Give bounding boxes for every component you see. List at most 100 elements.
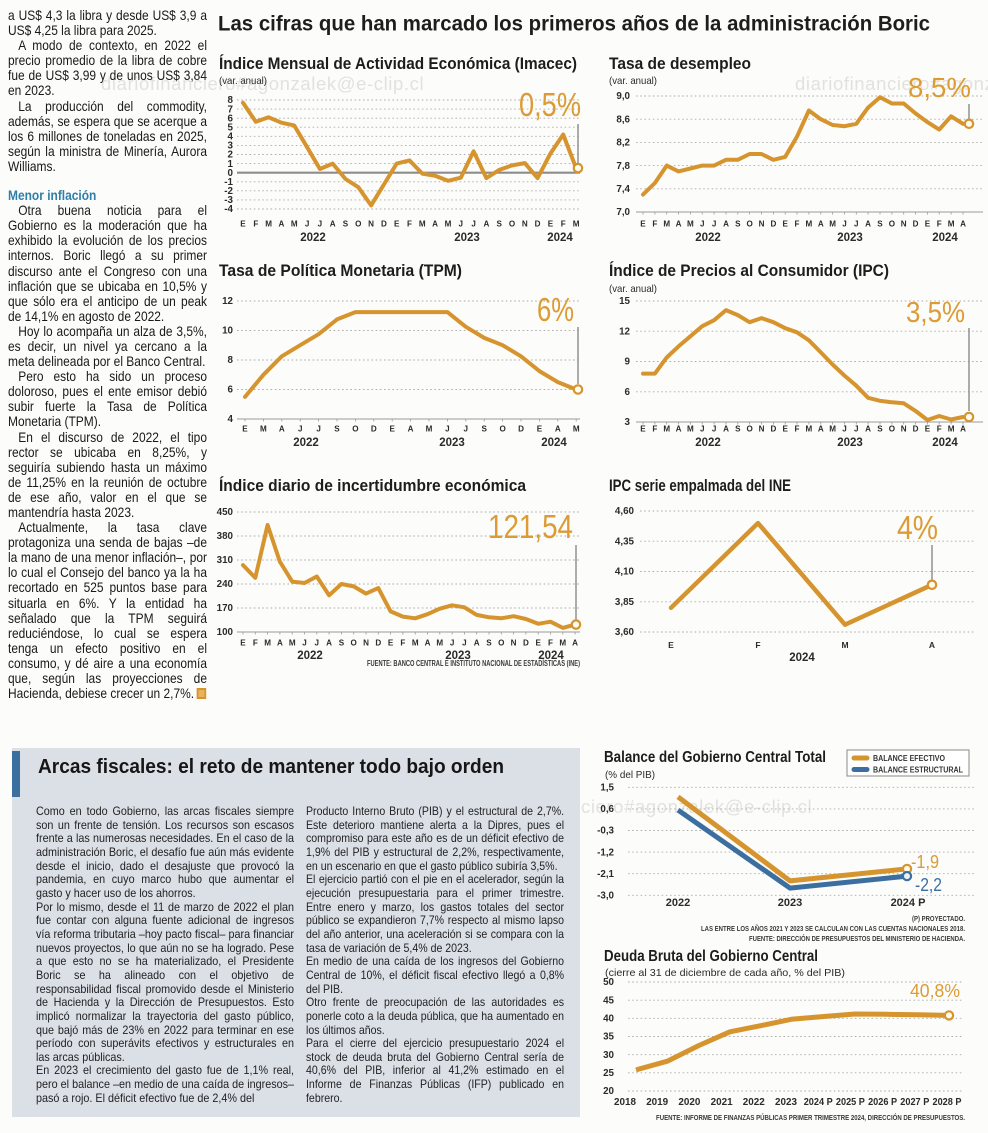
svg-text:170: 170 bbox=[217, 603, 234, 614]
svg-text:20: 20 bbox=[603, 1086, 614, 1097]
svg-text:8,2: 8,2 bbox=[616, 138, 630, 149]
svg-text:BALANCE EFECTIVO: BALANCE EFECTIVO bbox=[873, 754, 945, 763]
svg-text:S: S bbox=[877, 220, 883, 229]
svg-text:J: J bbox=[298, 425, 303, 434]
svg-text:-1,9: -1,9 bbox=[911, 852, 939, 872]
svg-text:2024 P: 2024 P bbox=[804, 1097, 833, 1108]
svg-text:M: M bbox=[264, 639, 271, 648]
svg-text:A: A bbox=[555, 425, 561, 434]
svg-text:Índice Mensual de Actividad Ec: Índice Mensual de Actividad Económica (I… bbox=[219, 54, 577, 73]
svg-text:S: S bbox=[496, 220, 502, 229]
svg-text:-3,0: -3,0 bbox=[597, 891, 614, 902]
svg-text:7: 7 bbox=[228, 104, 234, 115]
svg-text:S: S bbox=[343, 220, 349, 229]
svg-text:A: A bbox=[723, 425, 729, 434]
svg-text:F: F bbox=[253, 220, 258, 229]
svg-text:2023: 2023 bbox=[837, 232, 863, 244]
svg-text:E: E bbox=[668, 640, 674, 650]
svg-text:2022: 2022 bbox=[666, 897, 690, 909]
svg-text:A: A bbox=[865, 425, 871, 434]
svg-text:1: 1 bbox=[228, 159, 234, 170]
svg-text:Índice de Precios al Consumido: Índice de Precios al Consumidor (IPC) bbox=[609, 261, 889, 280]
svg-text:380: 380 bbox=[217, 531, 234, 542]
svg-text:M: M bbox=[559, 639, 566, 648]
svg-text:FUENTE: INFORME DE FINANZAS PÚ: FUENTE: INFORME DE FINANZAS PÚBLICAS PRI… bbox=[656, 1113, 965, 1122]
svg-text:2028 P: 2028 P bbox=[933, 1097, 962, 1108]
svg-text:A: A bbox=[483, 220, 489, 229]
svg-text:310: 310 bbox=[217, 555, 234, 566]
svg-text:F: F bbox=[755, 640, 760, 650]
svg-text:3,5%: 3,5% bbox=[906, 297, 965, 329]
svg-text:M: M bbox=[445, 220, 452, 229]
svg-text:A: A bbox=[723, 220, 729, 229]
svg-text:A: A bbox=[408, 425, 414, 434]
svg-text:D: D bbox=[913, 425, 919, 434]
svg-text:2022: 2022 bbox=[293, 437, 319, 449]
svg-text:A: A bbox=[960, 220, 966, 229]
svg-text:Tasa de Política Monetaria (TP: Tasa de Política Monetaria (TPM) bbox=[219, 262, 462, 280]
svg-text:O: O bbox=[499, 425, 505, 434]
svg-text:Las cifras que han marcado los: Las cifras que han marcado los primeros … bbox=[218, 12, 930, 36]
svg-text:O: O bbox=[351, 639, 357, 648]
svg-text:FUENTE: BANCO CENTRAL E INSTIT: FUENTE: BANCO CENTRAL E INSTITUTO NACION… bbox=[367, 659, 580, 668]
svg-text:3,60: 3,60 bbox=[615, 627, 635, 638]
svg-text:S: S bbox=[486, 639, 492, 648]
svg-text:12: 12 bbox=[222, 296, 233, 307]
svg-text:D: D bbox=[518, 425, 524, 434]
svg-text:4: 4 bbox=[228, 414, 234, 425]
svg-text:F: F bbox=[253, 639, 258, 648]
svg-text:J: J bbox=[459, 220, 464, 229]
svg-text:A: A bbox=[676, 220, 682, 229]
svg-text:E: E bbox=[242, 425, 248, 434]
svg-text:E: E bbox=[548, 220, 554, 229]
svg-text:J: J bbox=[462, 639, 467, 648]
svg-text:Tasa de desempleo: Tasa de desempleo bbox=[609, 55, 751, 73]
svg-text:8,6: 8,6 bbox=[616, 114, 630, 125]
svg-text:M: M bbox=[948, 220, 955, 229]
svg-text:2024: 2024 bbox=[541, 437, 567, 449]
svg-text:E: E bbox=[388, 639, 394, 648]
svg-text:N: N bbox=[363, 639, 369, 648]
svg-text:O: O bbox=[352, 425, 358, 434]
svg-text:M: M bbox=[663, 220, 670, 229]
svg-text:J: J bbox=[854, 220, 859, 229]
svg-text:J: J bbox=[464, 425, 469, 434]
svg-text:E: E bbox=[537, 425, 543, 434]
svg-text:2022: 2022 bbox=[743, 1097, 765, 1108]
svg-text:E: E bbox=[389, 425, 395, 434]
svg-text:E: E bbox=[240, 639, 246, 648]
svg-text:-0,3: -0,3 bbox=[597, 826, 614, 837]
svg-text:IPC serie empalmada del INE: IPC serie empalmada del INE bbox=[609, 477, 791, 495]
svg-text:E: E bbox=[925, 220, 931, 229]
svg-text:F: F bbox=[795, 425, 800, 434]
svg-text:A: A bbox=[277, 639, 283, 648]
svg-text:D: D bbox=[523, 639, 529, 648]
svg-text:7,0: 7,0 bbox=[616, 207, 630, 218]
svg-text:-2,2: -2,2 bbox=[915, 875, 942, 895]
svg-text:2024: 2024 bbox=[932, 437, 958, 449]
svg-text:A: A bbox=[326, 639, 332, 648]
svg-text:2026 P: 2026 P bbox=[868, 1097, 897, 1108]
svg-text:4: 4 bbox=[228, 132, 234, 143]
svg-text:J: J bbox=[302, 639, 307, 648]
svg-text:2022: 2022 bbox=[695, 232, 721, 244]
svg-text:O: O bbox=[889, 220, 895, 229]
svg-text:O: O bbox=[746, 425, 752, 434]
svg-text:1,5: 1,5 bbox=[600, 783, 614, 794]
svg-text:S: S bbox=[735, 425, 741, 434]
svg-text:8,5%: 8,5% bbox=[908, 72, 971, 103]
svg-text:A: A bbox=[474, 639, 480, 648]
svg-text:F: F bbox=[548, 639, 553, 648]
svg-text:M: M bbox=[573, 425, 580, 434]
svg-text:2: 2 bbox=[228, 150, 234, 161]
svg-text:2022: 2022 bbox=[300, 232, 326, 244]
svg-text:A: A bbox=[676, 425, 682, 434]
svg-text:D: D bbox=[770, 425, 776, 434]
svg-text:M: M bbox=[806, 425, 813, 434]
svg-text:4,60: 4,60 bbox=[615, 506, 635, 517]
svg-text:50: 50 bbox=[603, 977, 614, 988]
svg-text:2022: 2022 bbox=[695, 437, 721, 449]
svg-text:E: E bbox=[925, 425, 931, 434]
svg-text:2021: 2021 bbox=[711, 1097, 733, 1108]
svg-text:A: A bbox=[818, 425, 824, 434]
